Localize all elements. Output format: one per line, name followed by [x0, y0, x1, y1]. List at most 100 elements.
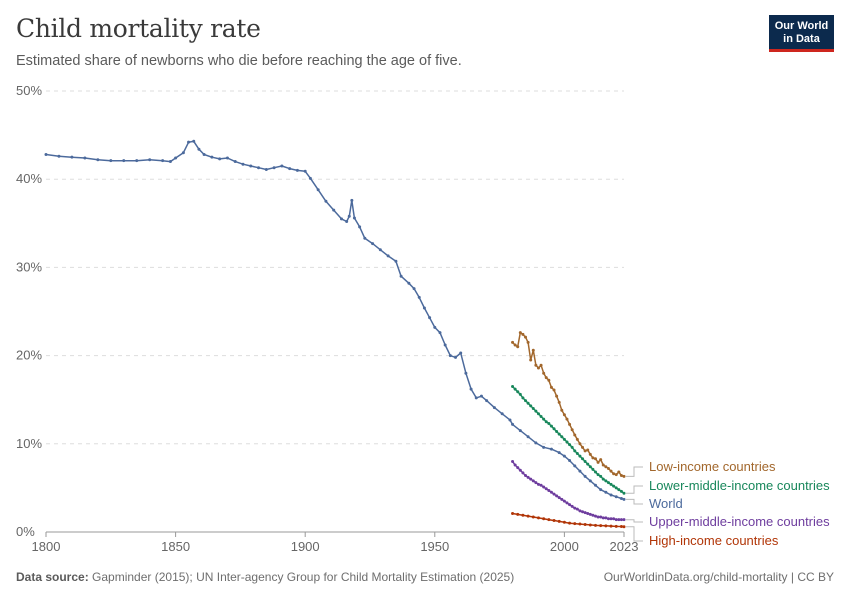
- data-point: [552, 492, 556, 496]
- data-point: [622, 491, 626, 495]
- data-point: [547, 518, 551, 522]
- data-point: [614, 518, 618, 522]
- data-point: [192, 139, 196, 143]
- data-point: [44, 153, 48, 157]
- data-point: [617, 488, 621, 492]
- data-point: [233, 160, 237, 164]
- data-point: [511, 422, 515, 426]
- label-low-income-countries[interactable]: Low-income countries: [649, 459, 776, 474]
- data-point: [148, 158, 152, 162]
- data-point: [606, 481, 610, 485]
- data-point: [536, 366, 540, 370]
- data-point: [593, 457, 597, 461]
- data-point: [539, 363, 543, 367]
- series-line[interactable]: [45, 140, 625, 501]
- data-point: [516, 390, 520, 394]
- data-point: [609, 517, 613, 521]
- data-point: [542, 485, 546, 489]
- owid-logo[interactable]: Our World in Data: [769, 15, 834, 52]
- data-point: [570, 504, 574, 508]
- data-point: [573, 433, 577, 437]
- data-point: [583, 459, 587, 463]
- data-point: [593, 470, 597, 474]
- data-point: [619, 474, 623, 478]
- data-point: [614, 486, 618, 490]
- data-point: [565, 440, 569, 444]
- source-url-license[interactable]: OurWorldinData.org/child-mortality | CC …: [603, 570, 834, 584]
- label-upper-middle-income-countries[interactable]: Upper-middle-income countries: [649, 514, 830, 529]
- data-point: [438, 331, 442, 335]
- data-point: [562, 520, 566, 524]
- data-point: [581, 445, 585, 449]
- data-point: [422, 306, 426, 310]
- data-point: [573, 522, 577, 526]
- data-point: [371, 242, 375, 246]
- data-point: [516, 512, 520, 516]
- series-high-income-countries: [511, 511, 626, 529]
- data-point: [516, 466, 520, 470]
- data-point: [596, 460, 600, 464]
- label-high-income-countries[interactable]: High-income countries: [649, 533, 779, 548]
- data-point: [599, 515, 603, 519]
- data-point: [560, 435, 564, 439]
- data-point: [531, 348, 535, 352]
- data-point: [614, 524, 618, 528]
- data-point: [619, 525, 623, 529]
- data-point: [544, 376, 548, 380]
- label-world[interactable]: World: [649, 496, 683, 511]
- logo-line-2: in Data: [783, 33, 820, 45]
- data-point: [573, 506, 577, 510]
- data-point: [619, 489, 623, 493]
- data-point: [210, 155, 214, 159]
- data-point: [161, 159, 165, 163]
- data-point: [604, 524, 608, 528]
- label-connector: [626, 519, 643, 523]
- data-point: [474, 396, 478, 400]
- data-point: [257, 166, 261, 170]
- data-point: [609, 493, 613, 497]
- label-connector: [626, 466, 643, 477]
- data-point: [324, 199, 328, 203]
- data-point: [511, 511, 515, 515]
- data-point: [560, 408, 564, 412]
- data-point: [549, 447, 553, 451]
- data-point: [575, 452, 579, 456]
- data-point: [539, 414, 543, 418]
- data-point: [622, 474, 626, 478]
- series-labels: Low-income countries Lower-middle-income …: [626, 459, 830, 548]
- data-point: [547, 378, 551, 382]
- data-point: [544, 487, 548, 491]
- data-point: [578, 509, 582, 513]
- data-point: [583, 523, 587, 527]
- data-point: [529, 477, 533, 481]
- data-point: [568, 422, 572, 426]
- data-point: [241, 162, 245, 166]
- data-point: [586, 448, 590, 452]
- data-point: [588, 479, 592, 483]
- series-line[interactable]: [511, 460, 625, 521]
- data-point: [562, 454, 566, 458]
- data-point: [557, 432, 561, 436]
- data-point: [363, 236, 367, 240]
- data-point: [606, 517, 610, 521]
- data-point: [316, 188, 320, 192]
- data-point: [202, 153, 206, 157]
- data-point: [57, 154, 61, 158]
- data-point: [573, 449, 577, 453]
- data-point: [96, 158, 100, 162]
- data-point: [570, 445, 574, 449]
- data-point: [588, 512, 592, 516]
- label-lower-middle-income-countries[interactable]: Lower-middle-income countries: [649, 478, 830, 493]
- data-point: [518, 392, 522, 396]
- data-point: [428, 316, 432, 320]
- data-point: [606, 466, 610, 470]
- data-source-text: Gapminder (2015); UN Inter-agency Group …: [88, 570, 515, 584]
- data-point: [531, 479, 535, 483]
- x-tick-label: 1950: [420, 539, 449, 554]
- series-lines: [44, 139, 626, 529]
- data-point: [264, 167, 268, 171]
- data-point: [614, 473, 618, 477]
- data-point: [599, 488, 603, 492]
- data-point: [583, 511, 587, 515]
- data-point: [622, 525, 626, 529]
